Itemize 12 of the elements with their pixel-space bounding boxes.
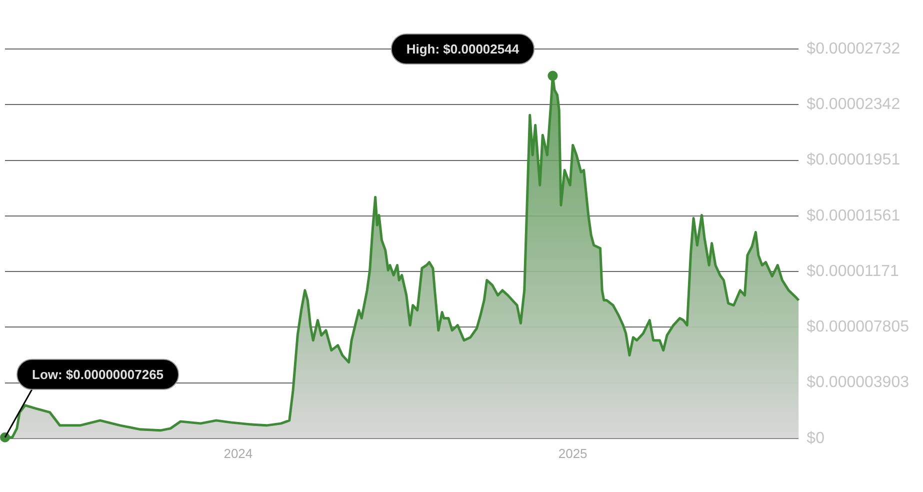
annotation: Low: $0.00000007265 [32, 366, 164, 382]
y-tick-label: $0 [806, 430, 825, 447]
annotation: High: $0.00002544 [406, 42, 520, 57]
x-tick-label: 2025 [558, 446, 588, 461]
y-tick-label: $0.00001561 [806, 207, 900, 224]
y-tick-label: $0.00001171 [806, 262, 900, 280]
y-tick-label: $0.00002732 [806, 40, 900, 58]
y-tick-label: $0.000007805 [806, 318, 910, 336]
y-tick-label: $0.000003903 [806, 374, 910, 392]
y-tick-label: $0.00002342 [806, 96, 900, 113]
y-tick-label: $0.00001951 [806, 152, 900, 169]
x-tick-label: 2024 [224, 446, 253, 461]
